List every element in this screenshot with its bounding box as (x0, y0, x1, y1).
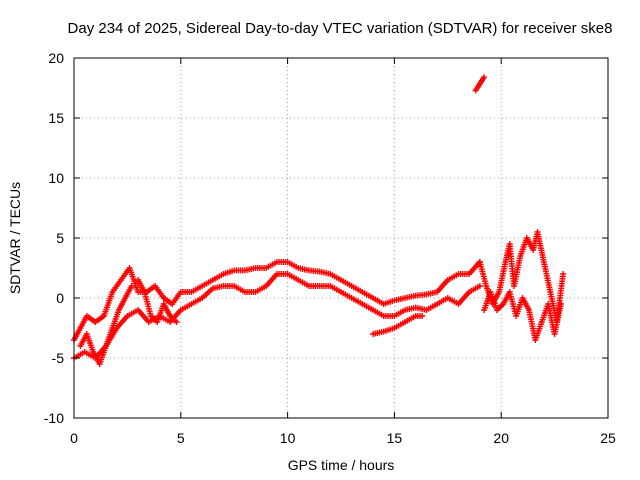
data-point (481, 74, 488, 81)
y-tick-label: 0 (56, 290, 64, 306)
data-point (560, 271, 567, 277)
chart-title: Day 234 of 2025, Sidereal Day-to-day VTE… (68, 20, 613, 37)
series-end-cluster-1 (476, 229, 567, 325)
series-mid-dip (135, 277, 180, 325)
y-tick-label: 5 (56, 230, 64, 246)
data-point (128, 283, 135, 289)
x-tick-label: 5 (177, 430, 185, 446)
y-tick-label: 10 (48, 170, 64, 186)
data-point (476, 283, 483, 289)
data-point (558, 301, 565, 307)
y-tick-label: 20 (48, 50, 64, 66)
y-tick-label: -10 (44, 410, 64, 426)
data-marks (71, 74, 567, 367)
y-tick-label: 15 (48, 110, 64, 126)
series-outlier (472, 74, 488, 94)
y-axis-label: SDTVAR / TECUs (7, 182, 23, 294)
data-point (173, 319, 180, 325)
series-late-segment (370, 313, 426, 337)
series-end-cluster-2 (481, 289, 565, 343)
x-tick-label: 20 (493, 430, 509, 446)
axis-ticks: 0 5 10 15 20 25 -10 -5 0 5 10 15 20 (44, 50, 616, 446)
y-tick-label: -5 (52, 350, 65, 366)
x-tick-label: 10 (280, 430, 296, 446)
series-band-upper (71, 259, 483, 343)
x-tick-label: 0 (70, 430, 78, 446)
x-axis-label: GPS time / hours (288, 457, 395, 473)
x-tick-label: 25 (600, 430, 616, 446)
series-early-loop (77, 283, 135, 367)
grid-lines (74, 58, 608, 418)
x-tick-label: 15 (387, 430, 403, 446)
data-point (419, 313, 426, 319)
